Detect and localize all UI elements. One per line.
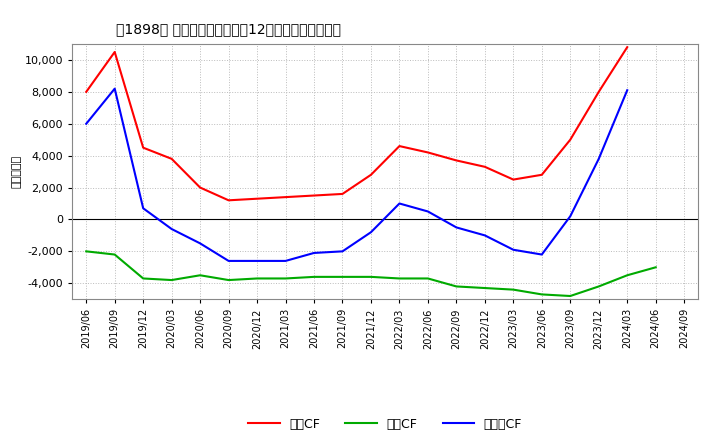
投資CF	[338, 274, 347, 279]
フリーCF	[167, 226, 176, 231]
投資CF	[423, 276, 432, 281]
営業CF	[225, 198, 233, 203]
投資CF	[452, 284, 461, 289]
営業CF	[423, 150, 432, 155]
営業CF	[82, 89, 91, 95]
投資CF	[509, 287, 518, 292]
投資CF	[480, 286, 489, 291]
フリーCF	[452, 225, 461, 230]
Y-axis label: （百万円）: （百万円）	[12, 155, 22, 188]
フリーCF	[82, 121, 91, 126]
フリーCF	[623, 88, 631, 93]
投資CF	[167, 278, 176, 283]
Line: フリーCF: フリーCF	[86, 89, 627, 261]
フリーCF	[509, 247, 518, 253]
投資CF	[566, 293, 575, 299]
営業CF	[338, 191, 347, 197]
フリーCF	[423, 209, 432, 214]
営業CF	[110, 49, 119, 55]
営業CF	[452, 158, 461, 163]
営業CF	[196, 185, 204, 190]
営業CF	[310, 193, 318, 198]
営業CF	[395, 143, 404, 149]
営業CF	[566, 137, 575, 142]
投資CF	[366, 274, 375, 279]
フリーCF	[253, 258, 261, 264]
投資CF	[537, 292, 546, 297]
投資CF	[310, 274, 318, 279]
フリーCF	[225, 258, 233, 264]
フリーCF	[310, 250, 318, 256]
営業CF	[595, 89, 603, 95]
投資CF	[139, 276, 148, 281]
営業CF	[139, 145, 148, 150]
営業CF	[253, 196, 261, 202]
Line: 投資CF: 投資CF	[86, 251, 656, 296]
フリーCF	[196, 241, 204, 246]
投資CF	[282, 276, 290, 281]
Legend: 営業CF, 投資CF, フリーCF: 営業CF, 投資CF, フリーCF	[243, 413, 527, 436]
フリーCF	[537, 252, 546, 257]
フリーCF	[395, 201, 404, 206]
フリーCF	[282, 258, 290, 264]
投資CF	[225, 278, 233, 283]
投資CF	[253, 276, 261, 281]
フリーCF	[338, 249, 347, 254]
フリーCF	[366, 230, 375, 235]
投資CF	[82, 249, 91, 254]
フリーCF	[110, 86, 119, 92]
営業CF	[623, 44, 631, 50]
Line: 営業CF: 営業CF	[86, 47, 627, 200]
フリーCF	[139, 205, 148, 211]
投資CF	[395, 276, 404, 281]
営業CF	[366, 172, 375, 177]
フリーCF	[566, 214, 575, 219]
営業CF	[282, 194, 290, 200]
投資CF	[110, 252, 119, 257]
フリーCF	[480, 233, 489, 238]
投資CF	[595, 284, 603, 289]
営業CF	[480, 164, 489, 169]
投資CF	[196, 273, 204, 278]
Text: 【1898】 キャッシュフローの12か月移動合計の推移: 【1898】 キャッシュフローの12か月移動合計の推移	[116, 22, 341, 36]
投資CF	[652, 265, 660, 270]
営業CF	[509, 177, 518, 182]
フリーCF	[595, 156, 603, 161]
投資CF	[623, 273, 631, 278]
営業CF	[167, 156, 176, 161]
営業CF	[537, 172, 546, 177]
